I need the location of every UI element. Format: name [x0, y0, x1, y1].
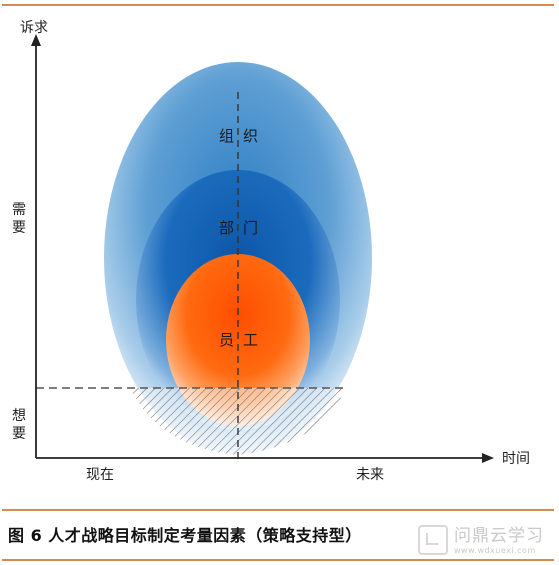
x-axis-label: 时间	[502, 451, 530, 467]
y-axis-label: 诉求	[20, 20, 48, 36]
y-tick-want-bottom: 要	[12, 426, 26, 442]
figure-caption: 图 6 人才战略目标制定考量因素（策略支持型）	[8, 526, 362, 545]
top-rule	[2, 4, 554, 6]
x-tick-now: 现在	[86, 467, 114, 483]
inner-ellipse	[166, 254, 310, 426]
outer-label-right: 织	[243, 127, 258, 145]
x-tick-future: 未来	[356, 467, 384, 483]
middle-label-left: 部	[219, 219, 234, 237]
outer-label-left: 组	[219, 127, 234, 145]
y-tick-want-top: 想	[12, 408, 26, 424]
x-axis-arrow-icon	[482, 453, 494, 463]
middle-rule	[2, 509, 554, 511]
strategy-diagram: 诉求 时间 需 要 想 要 现在 未来 组 织 部 门 员 工	[12, 20, 530, 483]
watermark: 问鼎云学习 www.wdxuexi.com	[418, 520, 559, 560]
inner-label-right: 工	[243, 331, 258, 349]
middle-label-right: 门	[243, 219, 258, 237]
bottom-rule	[2, 559, 554, 561]
watermark-url: www.wdxuexi.com	[454, 545, 536, 555]
watermark-logo-icon	[418, 525, 448, 555]
inner-label-left: 员	[219, 331, 234, 349]
y-tick-need-top: 需	[12, 202, 26, 218]
y-tick-need-bottom: 要	[12, 220, 26, 236]
y-axis-arrow-icon	[31, 34, 41, 46]
watermark-text: 问鼎云学习	[454, 525, 544, 546]
